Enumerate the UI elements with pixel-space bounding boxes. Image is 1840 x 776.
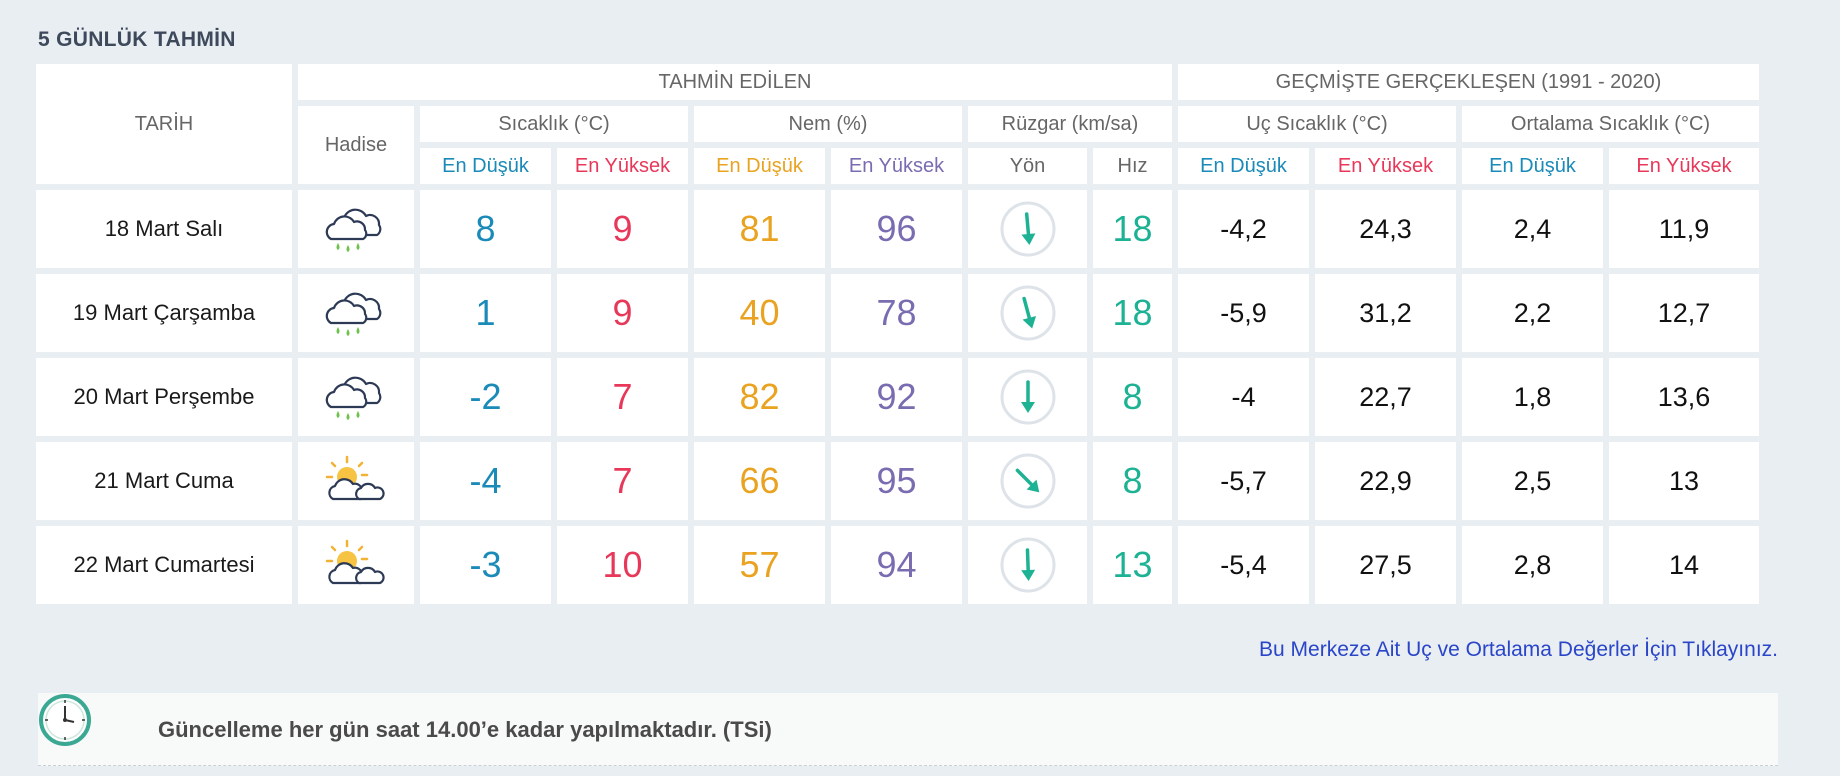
header-ort-max: En Yüksek: [1609, 148, 1759, 184]
header-hadise: Hadise: [298, 106, 414, 184]
humidity-max: 94: [831, 526, 962, 604]
humidity-min: 81: [694, 190, 825, 268]
wind-speed: 18: [1093, 190, 1172, 268]
note-text: Güncelleme her gün saat 14.00’e kadar ya…: [158, 717, 772, 742]
extreme-max: 22,7: [1315, 358, 1456, 436]
header-sicaklik-min: En Düşük: [420, 148, 551, 184]
partly-sunny-icon: [298, 526, 414, 604]
temp-min: -4: [420, 442, 551, 520]
clock-icon: [38, 693, 94, 754]
humidity-max: 96: [831, 190, 962, 268]
header-sicaklik-max: En Yüksek: [557, 148, 688, 184]
date-cell: 19 Mart Çarşamba: [36, 274, 292, 352]
header-uc-max: En Yüksek: [1315, 148, 1456, 184]
humidity-min: 40: [694, 274, 825, 352]
average-max: 13,6: [1609, 358, 1759, 436]
extreme-min: -5,9: [1178, 274, 1309, 352]
average-min: 2,4: [1462, 190, 1603, 268]
wind-direction-arrow-icon: [968, 274, 1087, 352]
humidity-min: 66: [694, 442, 825, 520]
wind-direction-arrow-icon: [968, 358, 1087, 436]
rain-cloud-icon: [298, 190, 414, 268]
average-max: 13: [1609, 442, 1759, 520]
extreme-max: 22,9: [1315, 442, 1456, 520]
date-cell: 20 Mart Perşembe: [36, 358, 292, 436]
header-uc-sicaklik: Uç Sıcaklık (°C): [1178, 106, 1456, 142]
wind-direction-arrow-icon: [968, 526, 1087, 604]
rain-cloud-icon: [298, 274, 414, 352]
header-ruzgar: Rüzgar (km/sa): [968, 106, 1172, 142]
wind-speed: 8: [1093, 442, 1172, 520]
wind-direction-arrow-icon: [968, 442, 1087, 520]
date-cell: 22 Mart Cumartesi: [36, 526, 292, 604]
header-ortalama-sicaklik: Ortalama Sıcaklık (°C): [1462, 106, 1759, 142]
humidity-max: 92: [831, 358, 962, 436]
update-note: Güncelleme her gün saat 14.00’e kadar ya…: [38, 693, 1778, 766]
average-max: 14: [1609, 526, 1759, 604]
temp-max: 10: [557, 526, 688, 604]
extreme-min: -4,2: [1178, 190, 1309, 268]
center-values-link[interactable]: Bu Merkeze Ait Uç ve Ortalama Değerler İ…: [1259, 638, 1778, 661]
temp-min: -3: [420, 526, 551, 604]
extreme-min: -5,4: [1178, 526, 1309, 604]
extreme-max: 31,2: [1315, 274, 1456, 352]
temp-min: 1: [420, 274, 551, 352]
table-row: 18 Mart Salı 8 9 81 96 18 -4,2 24,3 2,4 11,9: [36, 190, 1759, 268]
average-max: 11,9: [1609, 190, 1759, 268]
average-min: 2,5: [1462, 442, 1603, 520]
temp-max: 7: [557, 358, 688, 436]
header-nem-min: En Düşük: [694, 148, 825, 184]
temp-max: 7: [557, 442, 688, 520]
extreme-max: 24,3: [1315, 190, 1456, 268]
extreme-min: -5,7: [1178, 442, 1309, 520]
header-gecmiste: GEÇMİŞTE GERÇEKLEŞEN (1991 - 2020): [1178, 64, 1759, 100]
header-tarih: TARİH: [36, 64, 292, 184]
wind-direction-arrow-icon: [968, 190, 1087, 268]
average-min: 2,2: [1462, 274, 1603, 352]
rain-cloud-icon: [298, 358, 414, 436]
extreme-min: -4: [1178, 358, 1309, 436]
header-hiz: Hız: [1093, 148, 1172, 184]
header-nem: Nem (%): [694, 106, 962, 142]
wind-speed: 8: [1093, 358, 1172, 436]
temp-max: 9: [557, 190, 688, 268]
humidity-max: 78: [831, 274, 962, 352]
temp-min: 8: [420, 190, 551, 268]
header-tahmin-edilen: TAHMİN EDİLEN: [298, 64, 1172, 100]
partly-sunny-icon: [298, 442, 414, 520]
header-uc-min: En Düşük: [1178, 148, 1309, 184]
wind-speed: 13: [1093, 526, 1172, 604]
forecast-table: TARİH TAHMİN EDİLEN GEÇMİŞTE GERÇEKLEŞEN…: [30, 58, 1765, 610]
table-row: 21 Mart Cuma -4 7 66 95 8 -5,7 22,9 2,5 13: [36, 442, 1759, 520]
average-min: 1,8: [1462, 358, 1603, 436]
section-title: 5 GÜNLÜK TAHMİN: [38, 28, 236, 51]
average-min: 2,8: [1462, 526, 1603, 604]
humidity-min: 82: [694, 358, 825, 436]
temp-max: 9: [557, 274, 688, 352]
date-cell: 18 Mart Salı: [36, 190, 292, 268]
header-nem-max: En Yüksek: [831, 148, 962, 184]
temp-min: -2: [420, 358, 551, 436]
table-row: 19 Mart Çarşamba 1 9 40 78 18 -5,9 31,2 2,2 12,7: [36, 274, 1759, 352]
header-sicaklik: Sıcaklık (°C): [420, 106, 688, 142]
humidity-min: 57: [694, 526, 825, 604]
wind-speed: 18: [1093, 274, 1172, 352]
table-row: 20 Mart Perşembe -2 7 82 92 8 -4 22,7 1,8 13,6: [36, 358, 1759, 436]
extreme-max: 27,5: [1315, 526, 1456, 604]
average-max: 12,7: [1609, 274, 1759, 352]
header-ort-min: En Düşük: [1462, 148, 1603, 184]
humidity-max: 95: [831, 442, 962, 520]
date-cell: 21 Mart Cuma: [36, 442, 292, 520]
header-yon: Yön: [968, 148, 1087, 184]
table-row: 22 Mart Cumartesi -3 10 57 94 13 -5,4 27,5 2,8 14: [36, 526, 1759, 604]
